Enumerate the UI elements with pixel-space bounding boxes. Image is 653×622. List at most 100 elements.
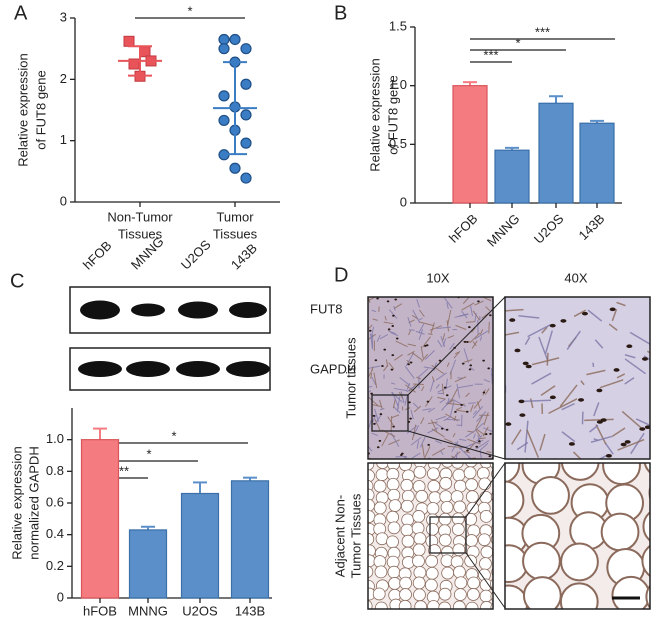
adipocyte	[467, 613, 479, 622]
nucleus	[468, 326, 471, 329]
adipocyte	[386, 535, 399, 549]
fiber	[415, 330, 425, 335]
adipocyte	[505, 544, 529, 584]
nucleus	[461, 362, 465, 365]
fiber	[548, 398, 578, 415]
fiber	[406, 382, 411, 390]
blot-band	[229, 302, 267, 318]
data-point	[123, 35, 135, 47]
fiber	[392, 405, 401, 414]
fiber	[505, 331, 520, 336]
fiber	[526, 429, 540, 458]
blot-band	[131, 303, 165, 317]
image-frame	[367, 462, 494, 610]
image-frame	[504, 296, 651, 460]
nucleus	[460, 403, 463, 406]
fiber	[462, 297, 470, 304]
fiber	[436, 326, 452, 330]
fiber	[589, 424, 599, 433]
fiber	[416, 298, 420, 308]
fiber	[368, 390, 372, 394]
fiber	[437, 339, 443, 348]
fiber	[544, 330, 554, 354]
nucleus	[463, 340, 467, 343]
adipocyte	[494, 479, 506, 491]
nucleus	[489, 314, 492, 317]
nucleus	[644, 425, 650, 429]
nucleus	[394, 298, 398, 301]
bar	[80, 439, 120, 599]
fiber	[433, 362, 437, 372]
y-tick-label: 0.8	[46, 463, 64, 478]
adipocyte	[643, 463, 650, 474]
nucleus	[443, 386, 447, 389]
fiber	[407, 317, 412, 327]
bar	[579, 122, 615, 204]
fiber	[539, 433, 546, 451]
adipocyte	[428, 491, 442, 505]
fiber	[410, 409, 414, 420]
fiber	[586, 369, 606, 376]
fiber	[624, 354, 636, 359]
y-tick-label: 0.2	[46, 558, 64, 573]
adipocyte	[479, 557, 492, 571]
fiber	[368, 420, 372, 432]
nucleus	[596, 388, 603, 393]
fiber	[423, 446, 431, 459]
adipocyte	[374, 565, 388, 579]
fiber	[624, 377, 635, 385]
nucleus	[395, 337, 399, 340]
nucleus	[489, 432, 492, 435]
adipocyte	[375, 468, 389, 482]
nucleus	[477, 300, 480, 303]
fiber	[368, 396, 379, 406]
nucleus	[641, 357, 648, 361]
adipocyte	[411, 521, 425, 535]
fiber	[420, 353, 429, 363]
y-tick-label: 0.6	[46, 494, 64, 509]
adipocyte	[560, 542, 599, 582]
nucleus	[373, 422, 376, 425]
fiber	[379, 333, 389, 340]
fiber	[469, 439, 484, 446]
fiber	[630, 432, 645, 455]
adipocyte	[452, 543, 466, 557]
adipocyte	[453, 588, 467, 601]
adipocyte	[368, 565, 374, 579]
nucleus	[400, 454, 403, 457]
x-tick-label: hFOB	[446, 211, 481, 246]
adipocyte	[427, 600, 440, 609]
nucleus	[609, 307, 616, 312]
fiber	[573, 309, 587, 318]
fiber	[546, 352, 549, 366]
adipocyte	[451, 523, 465, 536]
fiber	[371, 366, 374, 371]
nucleus	[560, 319, 567, 323]
y-tick-label: 0	[57, 589, 64, 604]
adipocyte	[441, 463, 454, 468]
adipocyte	[454, 576, 468, 590]
fiber	[437, 396, 446, 400]
fiber	[580, 380, 585, 386]
fiber	[629, 331, 650, 346]
fiber	[457, 384, 474, 389]
fiber	[391, 391, 399, 406]
fiber	[432, 447, 446, 456]
fiber	[465, 429, 477, 438]
adipocyte	[427, 467, 440, 481]
fiber	[435, 383, 440, 389]
nucleus	[466, 449, 469, 452]
column-label: 10X	[426, 270, 449, 285]
fiber	[529, 398, 534, 409]
fiber	[488, 321, 490, 334]
fiber	[566, 330, 581, 351]
y-tick-label: 1	[60, 132, 67, 147]
adipocyte	[424, 578, 438, 592]
nucleus	[605, 454, 612, 458]
significance-label: *	[515, 35, 520, 50]
adipocyte	[452, 468, 466, 482]
fiber	[476, 422, 484, 430]
adipocyte	[648, 614, 653, 622]
fiber	[486, 451, 492, 454]
